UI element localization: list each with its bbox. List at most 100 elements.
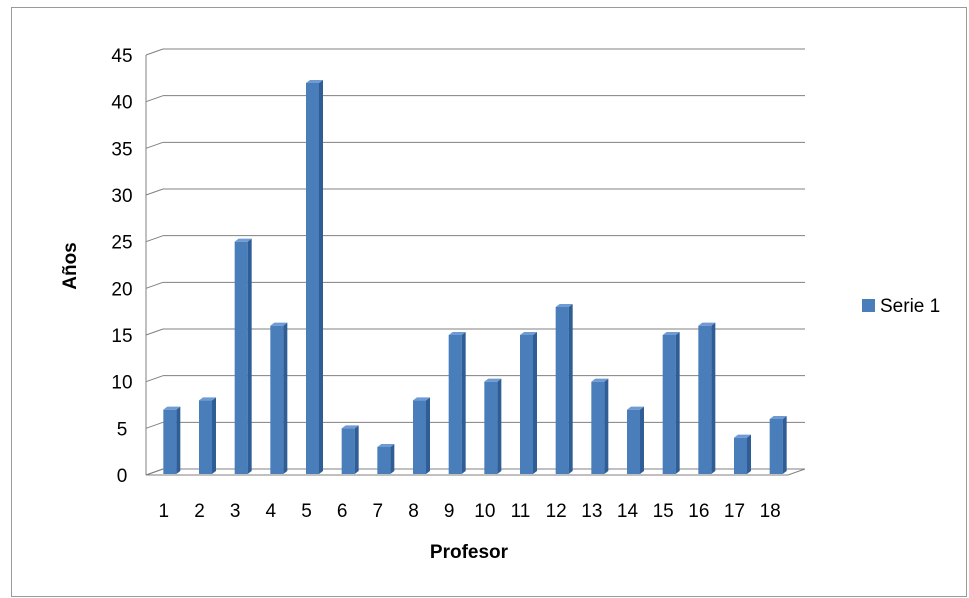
bar <box>163 409 177 474</box>
chart-frame <box>11 7 967 597</box>
bar <box>520 335 533 474</box>
x-tick-label: 10 <box>474 501 495 522</box>
bar-side <box>568 304 573 474</box>
bar-top <box>448 332 466 335</box>
y-tick-label: 20 <box>111 279 132 300</box>
bar-top <box>591 378 609 382</box>
y-tick-label: 0 <box>117 466 128 487</box>
x-tick-label: 6 <box>337 501 348 522</box>
bar-top <box>199 397 216 401</box>
bar <box>199 400 212 474</box>
bar <box>591 381 605 474</box>
bar <box>377 447 391 474</box>
bar <box>448 335 462 474</box>
bar-top <box>341 425 359 429</box>
bar <box>413 400 426 474</box>
bar-side <box>212 397 216 474</box>
bar <box>555 307 569 474</box>
legend-label: Serie 1 <box>880 296 940 317</box>
bar-top <box>234 238 252 242</box>
y-axis-title: Años <box>60 242 81 290</box>
x-tick-label: 1 <box>159 501 170 522</box>
bar-side <box>247 238 252 474</box>
bar-top <box>377 444 395 447</box>
bar <box>769 419 783 474</box>
y-tick-label: 30 <box>111 186 132 207</box>
y-tick-label: 45 <box>111 46 132 67</box>
gridline-depth <box>145 281 164 289</box>
bar-top <box>627 406 644 410</box>
bar-side <box>426 397 430 474</box>
bar-side <box>390 444 395 474</box>
bar-side <box>533 332 537 474</box>
y-tick-label: 10 <box>111 373 132 394</box>
bars <box>163 80 787 474</box>
bar <box>484 381 498 474</box>
bar-top <box>555 304 573 307</box>
bar-side <box>283 322 288 474</box>
bar <box>270 325 284 474</box>
x-tick-label: 13 <box>581 501 602 522</box>
y-tick-label: 15 <box>111 326 132 347</box>
x-tick-label: 9 <box>444 501 455 522</box>
x-tick-label: 4 <box>266 501 277 522</box>
bar-top <box>734 434 751 438</box>
gridline-depth <box>145 328 164 336</box>
x-tick-label: 11 <box>511 501 531 522</box>
bar-top <box>163 406 181 410</box>
x-axis-ticks: 1 2 3 4 5 6 7 8 9 10 11 12 13 14 15 16 17 18 <box>159 501 781 522</box>
bar-top <box>662 332 680 335</box>
bar-top <box>698 322 716 326</box>
bar-side <box>354 425 359 474</box>
x-tick-label: 3 <box>230 501 241 522</box>
y-axis-ticks: 0 5 10 15 20 25 30 35 40 45 <box>111 46 132 487</box>
bar-side <box>782 416 787 474</box>
gridlines <box>145 48 806 476</box>
bar <box>234 241 248 474</box>
gridline-depth <box>145 141 164 149</box>
bar-side <box>319 80 323 474</box>
gridline-depth <box>145 48 164 56</box>
gridline-depth <box>145 188 164 196</box>
gridline-depth <box>145 421 164 429</box>
x-tick-label: 18 <box>760 501 781 522</box>
y-tick-label: 5 <box>117 419 128 440</box>
y-tick-label: 40 <box>111 93 132 114</box>
bar-side <box>604 378 609 474</box>
bar <box>306 83 319 474</box>
bar <box>341 428 355 474</box>
legend-swatch <box>862 299 875 312</box>
bar-side <box>176 406 181 474</box>
bar-side <box>497 378 502 474</box>
bar-side <box>640 406 644 474</box>
x-tick-label: 17 <box>724 501 745 522</box>
x-axis-title: Profesor <box>430 542 509 563</box>
bar-top <box>769 416 787 419</box>
gridline-depth <box>145 95 164 103</box>
bar-top <box>484 378 502 382</box>
x-tick-label: 15 <box>653 501 674 522</box>
bar-top <box>270 322 288 326</box>
bar-side <box>675 332 680 474</box>
y-tick-label: 35 <box>111 139 132 160</box>
bar <box>627 409 640 474</box>
x-tick-label: 14 <box>617 501 639 522</box>
bar-top <box>520 332 537 335</box>
x-tick-label: 12 <box>546 501 567 522</box>
legend: Serie 1 <box>862 296 940 317</box>
x-tick-label: 2 <box>194 501 205 522</box>
bar <box>662 335 676 474</box>
x-tick-label: 8 <box>408 501 419 522</box>
x-tick-label: 5 <box>301 501 312 522</box>
gridline-depth <box>145 235 164 243</box>
bar-side <box>461 332 466 474</box>
bar-side <box>747 434 751 474</box>
y-tick-label: 25 <box>111 233 132 254</box>
gridline-depth <box>145 375 164 383</box>
bar-top <box>413 397 430 401</box>
x-tick-label: 16 <box>688 501 709 522</box>
bar-side <box>711 322 716 474</box>
bar-top <box>306 80 323 83</box>
bar <box>698 325 712 474</box>
